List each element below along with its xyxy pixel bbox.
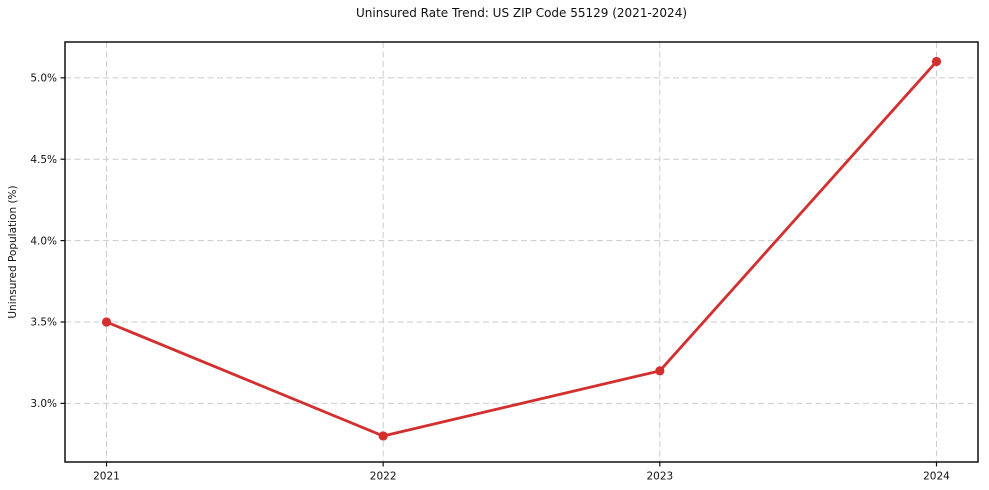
y-tick-label: 4.5% xyxy=(30,154,57,166)
y-tick-label: 3.5% xyxy=(30,317,57,329)
data-point xyxy=(378,431,388,441)
data-point xyxy=(655,366,665,376)
chart-title: Uninsured Rate Trend: US ZIP Code 55129 … xyxy=(355,6,688,20)
data-point xyxy=(931,56,942,67)
data-point xyxy=(101,317,112,327)
x-tick-label: 2024 xyxy=(923,471,950,483)
x-tick-label: 2021 xyxy=(93,471,120,483)
plot-border xyxy=(64,41,979,463)
y-tick-label: 4.0% xyxy=(30,235,57,247)
trend-line xyxy=(105,60,938,438)
x-tick-label: 2022 xyxy=(370,471,397,483)
y-tick-label: 3.0% xyxy=(30,398,57,410)
y-tick-label: 5.0% xyxy=(30,73,57,85)
x-tick-label: 2023 xyxy=(646,471,673,483)
